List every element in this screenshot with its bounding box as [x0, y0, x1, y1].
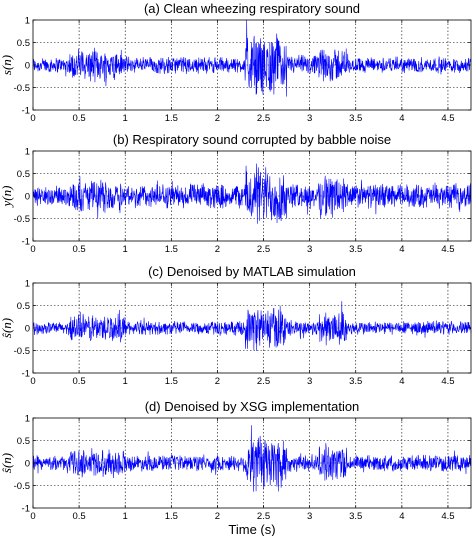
y-tick-label: 0 [25, 61, 30, 72]
x-tick-label: 2.5 [257, 113, 270, 124]
x-tick-label: 2 [215, 244, 220, 255]
y-tick-label: -1 [22, 237, 30, 248]
y-tick-label: -0.5 [14, 83, 30, 94]
panel-title: (a) Clean wheezing respiratory sound [144, 1, 360, 16]
x-tick-label: 1 [123, 376, 128, 387]
y-tick-label: 1 [25, 16, 30, 27]
panel-title: (b) Respiratory sound corrupted by babbl… [113, 132, 391, 147]
x-tick-label: 0.5 [72, 376, 85, 387]
x-tick-label: 0.5 [72, 511, 85, 522]
x-tick-label: 4 [399, 244, 404, 255]
y-axis-label: y(n) [0, 186, 14, 209]
x-tick-label: 1 [123, 511, 128, 522]
x-tick-label: 3 [307, 113, 312, 124]
x-tick-label: 1.5 [165, 376, 178, 387]
x-tick-label: 0 [30, 113, 35, 124]
y-tick-label: 0 [25, 192, 30, 203]
waveform-series [32, 301, 472, 352]
x-tick-label: 3.5 [349, 113, 362, 124]
x-tick-label: 2.5 [257, 244, 270, 255]
x-tick-label: 4.5 [441, 244, 454, 255]
y-tick-label: 0 [25, 459, 30, 470]
y-tick-label: 0.5 [17, 169, 30, 180]
y-tick-label: 1 [25, 279, 30, 290]
chart-panel-3: (c) Denoised by MATLAB simulation 0 0.5 1 1.… [0, 264, 472, 387]
x-tick-label: 3 [307, 244, 312, 255]
x-tick-label: 2.5 [257, 376, 270, 387]
y-tick-label: 0.5 [17, 301, 30, 312]
x-tick-label: 3 [307, 376, 312, 387]
y-tick-label: -0.5 [14, 214, 30, 225]
x-tick-label: 4.5 [441, 376, 454, 387]
y-tick-label: 0 [25, 324, 30, 335]
x-tick-label: 1.5 [165, 511, 178, 522]
x-tick-label: 2 [215, 511, 220, 522]
x-tick-label: 2 [215, 113, 220, 124]
x-tick-label: 4 [399, 376, 404, 387]
y-tick-label: 0.5 [17, 38, 30, 49]
x-tick-label: 4.5 [441, 511, 454, 522]
y-tick-label: -1 [22, 369, 30, 380]
panel-title: (d) Denoised by XSG implementation [145, 399, 360, 414]
x-tick-label: 3.5 [349, 511, 362, 522]
y-tick-label: 0.5 [17, 436, 30, 447]
waveform-series [32, 425, 472, 492]
chart-panel-2: (b) Respiratory sound corrupted by babbl… [0, 132, 472, 255]
waveform-series [32, 163, 472, 224]
y-tick-label: -1 [22, 106, 30, 117]
x-axis-label: Time (s) [228, 522, 275, 536]
x-tick-label: 4 [399, 113, 404, 124]
panel-title: (c) Denoised by MATLAB simulation [148, 264, 356, 279]
y-tick-label: -0.5 [14, 481, 30, 492]
x-tick-label: 0.5 [72, 244, 85, 255]
x-tick-label: 3.5 [349, 376, 362, 387]
y-tick-label: -1 [22, 504, 30, 515]
x-tick-label: 1.5 [165, 244, 178, 255]
y-tick-label: 1 [25, 414, 30, 425]
y-axis-label: s(n) [0, 55, 14, 75]
x-tick-label: 3 [307, 511, 312, 522]
y-axis-label: ŝ(n) [0, 318, 14, 338]
chart-panel-4: (d) Denoised by XSG implementation 0 0.5 1 1… [0, 399, 472, 536]
x-tick-label: 1 [123, 244, 128, 255]
x-tick-label: 2 [215, 376, 220, 387]
x-tick-label: 3.5 [349, 244, 362, 255]
x-tick-label: 0 [30, 244, 35, 255]
x-tick-label: 1 [123, 113, 128, 124]
waveform-series [32, 19, 472, 97]
chart-panel-1: (a) Clean wheezing respiratory sound 0 0.5… [0, 1, 472, 124]
x-tick-label: 1.5 [165, 113, 178, 124]
x-tick-label: 4 [399, 511, 404, 522]
x-tick-label: 0 [30, 511, 35, 522]
y-tick-label: -0.5 [14, 346, 30, 357]
x-tick-label: 4.5 [441, 113, 454, 124]
x-tick-label: 0 [30, 376, 35, 387]
x-tick-label: 0.5 [72, 113, 85, 124]
y-tick-label: 1 [25, 147, 30, 158]
y-axis-label: ŝ(n) [0, 453, 14, 473]
x-tick-label: 2.5 [257, 511, 270, 522]
